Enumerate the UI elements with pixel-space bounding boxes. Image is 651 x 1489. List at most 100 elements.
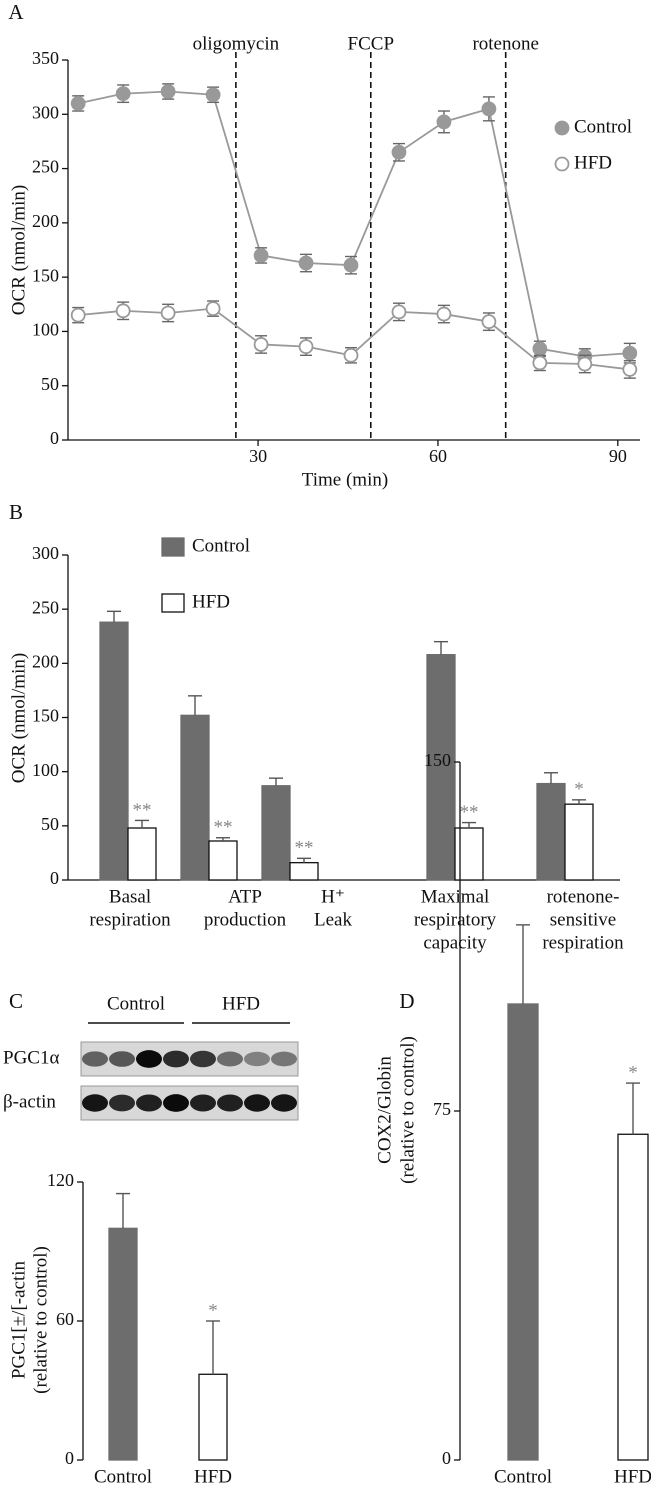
bar bbox=[180, 714, 210, 881]
bar bbox=[208, 840, 238, 881]
blot-band bbox=[190, 1094, 216, 1112]
event-label: rotenone bbox=[472, 33, 538, 54]
y-tick-label: 350 bbox=[32, 48, 59, 68]
y-axis-label: PGC1[±/[-actin bbox=[8, 1260, 29, 1379]
data-point bbox=[115, 86, 131, 102]
blot-band bbox=[163, 1094, 189, 1112]
blot-band bbox=[82, 1094, 108, 1112]
y-tick-label: 100 bbox=[32, 320, 59, 340]
event-label: FCCP bbox=[348, 33, 394, 54]
significance-label: * bbox=[628, 1062, 638, 1083]
significance-label: ** bbox=[133, 800, 152, 821]
x-tick-label: HFD bbox=[194, 1466, 232, 1487]
y-tick-label: 200 bbox=[32, 651, 59, 671]
y-axis-label: OCR (nmol/min) bbox=[8, 185, 29, 315]
data-point bbox=[622, 345, 638, 361]
data-point bbox=[253, 248, 269, 263]
x-tick-label: H⁺ bbox=[321, 886, 345, 907]
y-tick-label: 150 bbox=[32, 265, 59, 285]
y-tick-label: 300 bbox=[32, 102, 59, 122]
legend-marker bbox=[554, 120, 570, 136]
panel-letter: A bbox=[8, 0, 24, 24]
y-tick-label: 250 bbox=[32, 597, 59, 617]
data-point bbox=[253, 337, 269, 352]
x-axis-label: Time (min) bbox=[302, 469, 388, 490]
blot-band bbox=[244, 1094, 270, 1112]
data-point bbox=[160, 84, 176, 99]
blot-band bbox=[244, 1051, 270, 1067]
x-tick-label: 90 bbox=[609, 446, 627, 466]
y-tick-label: 60 bbox=[56, 1309, 74, 1329]
bar bbox=[198, 1373, 228, 1461]
x-tick-label: Basal bbox=[109, 886, 151, 907]
y-tick-label: 0 bbox=[65, 1448, 74, 1468]
data-point bbox=[160, 305, 176, 321]
x-tick-label: 60 bbox=[429, 446, 447, 466]
data-point bbox=[298, 339, 314, 355]
blot-row-label: PGC1α bbox=[3, 1047, 59, 1068]
y-tick-label: 50 bbox=[41, 814, 59, 834]
significance-label: ** bbox=[460, 802, 479, 823]
bar bbox=[536, 782, 566, 881]
data-point bbox=[343, 347, 359, 363]
y-tick-label: 300 bbox=[32, 543, 59, 563]
bar bbox=[426, 654, 456, 881]
x-tick-label: production bbox=[204, 909, 287, 930]
data-point bbox=[391, 304, 407, 320]
blot-band bbox=[271, 1094, 297, 1112]
panel-letter: B bbox=[9, 500, 23, 524]
event-label: oligomycin bbox=[193, 33, 280, 54]
y-tick-label: 75 bbox=[433, 1099, 451, 1119]
significance-label: * bbox=[574, 779, 584, 800]
data-point bbox=[298, 255, 314, 271]
legend-label: HFD bbox=[574, 152, 612, 173]
y-tick-label: 150 bbox=[32, 706, 59, 726]
x-tick-label: sensitive bbox=[550, 909, 617, 930]
y-tick-label: 150 bbox=[424, 750, 451, 770]
y-tick-label: 120 bbox=[47, 1170, 74, 1190]
bar bbox=[127, 827, 157, 881]
bar bbox=[617, 1133, 649, 1461]
blot-row-label: β-actin bbox=[3, 1091, 56, 1112]
panel-letter: C bbox=[9, 989, 23, 1013]
bar bbox=[289, 862, 319, 881]
y-tick-label: 0 bbox=[50, 868, 59, 888]
data-point bbox=[205, 87, 221, 103]
data-point bbox=[436, 114, 452, 130]
data-point bbox=[622, 362, 638, 377]
y-axis-label: COX2/Globin bbox=[374, 1056, 395, 1164]
y-tick-label: 0 bbox=[442, 1448, 451, 1468]
y-tick-label: 100 bbox=[32, 760, 59, 780]
bar bbox=[99, 621, 129, 881]
x-tick-label: capacity bbox=[423, 932, 487, 953]
data-point bbox=[115, 303, 131, 319]
blot-band bbox=[163, 1050, 189, 1068]
blot-band bbox=[190, 1050, 216, 1068]
bar bbox=[564, 803, 594, 881]
series-line bbox=[78, 90, 630, 358]
x-tick-label: HFD bbox=[614, 1466, 651, 1487]
blot-band bbox=[136, 1094, 162, 1112]
x-tick-label: respiration bbox=[542, 932, 624, 953]
data-point bbox=[481, 101, 497, 117]
data-point bbox=[205, 301, 221, 317]
data-point bbox=[391, 144, 407, 160]
data-point bbox=[70, 96, 86, 111]
blot-band bbox=[109, 1094, 135, 1112]
blot-band bbox=[136, 1050, 162, 1068]
x-tick-label: Leak bbox=[314, 909, 352, 930]
y-tick-label: 0 bbox=[50, 428, 59, 448]
data-point bbox=[532, 341, 548, 357]
y-tick-label: 200 bbox=[32, 211, 59, 231]
x-tick-label: 30 bbox=[249, 446, 267, 466]
significance-label: * bbox=[208, 1300, 218, 1321]
data-point bbox=[481, 314, 497, 330]
data-point bbox=[577, 356, 593, 372]
blot-group-label: HFD bbox=[222, 993, 260, 1014]
bar bbox=[454, 827, 484, 881]
blot-band bbox=[109, 1051, 135, 1067]
x-tick-label: Control bbox=[494, 1466, 552, 1487]
y-tick-label: 250 bbox=[32, 157, 59, 177]
legend-label: Control bbox=[192, 535, 250, 556]
